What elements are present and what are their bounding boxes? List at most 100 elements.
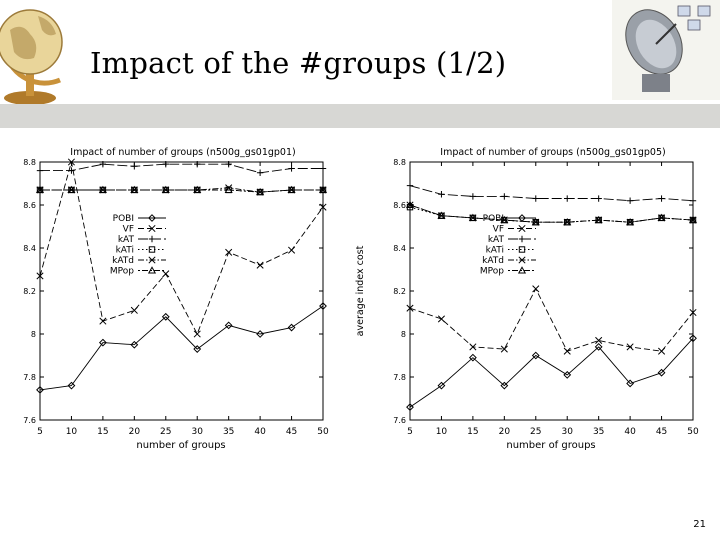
data-point-kat [564,195,571,202]
x-tick-label: 20 [499,427,511,437]
data-point-vf [469,343,477,351]
slide-title: Impact of the #groups (1/2) [90,46,507,80]
data-point-kat [689,197,697,204]
data-point-kat [162,160,169,168]
legend-marker-pobi [518,214,526,222]
data-point-vf [193,330,201,338]
globe-icon [0,9,63,105]
data-point-pobi [563,370,572,379]
data-point-pobi [161,312,170,321]
x-tick-label: 50 [317,427,329,437]
series-vf [406,285,697,355]
data-point-vf [500,345,508,353]
series-line-vf [409,287,694,352]
legend-label: VF [123,225,134,235]
chart-1-x-axis-label: number of groups [136,440,225,451]
x-tick-label: 40 [254,427,266,437]
series-pobi [36,302,327,394]
data-point-mpop [35,185,45,194]
series-mpop [405,200,698,226]
data-point-pobi [130,340,139,349]
legend-label: POBI [113,214,134,224]
data-point-mpop [468,213,477,221]
y-tick-label: 8.8 [23,158,36,167]
data-point-pobi [193,345,202,353]
data-point-pobi [626,379,635,388]
series-vf [36,158,327,338]
chart-area: Impact of number of groups (n500g_gs01gp… [13,140,703,455]
data-point-mpop [500,215,509,224]
x-tick-label: 20 [129,427,141,437]
data-point-kat [99,160,107,168]
series-line-mpop [40,189,323,193]
data-point-pobi [594,342,603,351]
data-point-kat [319,165,327,172]
divider-band [0,104,720,128]
data-point-vf [162,270,170,278]
x-tick-label: 25 [530,427,541,437]
series-line-katd [409,204,694,223]
series-line-vf [39,161,324,336]
x-tick-label: 15 [97,427,108,437]
data-point-mpop [657,213,666,221]
data-point-pobi [319,302,327,310]
y-tick-label: 7.8 [23,373,36,382]
y-tick-label: 7.6 [23,416,36,425]
y-tick-label: 8.2 [393,287,406,296]
series-line-kat [409,185,694,202]
chart-2-title: Impact of number of groups (n500g_gs01gp… [440,147,665,158]
data-point-kat [626,197,634,204]
data-point-vf [532,285,540,293]
series-line-kati [409,206,694,223]
x-tick-label: 50 [687,427,699,437]
data-point-kat [501,193,508,200]
legend-label: MPop [110,267,134,277]
legend-marker-katd [148,256,156,264]
x-tick-label: 40 [624,427,636,437]
data-point-vf [36,272,44,280]
data-point-pobi [67,381,76,390]
data-point-kat [288,165,295,172]
data-point-vf [406,304,414,312]
data-point-mpop [688,215,698,224]
legend-label: kATd [482,256,504,266]
chart-2-x-axis-label: number of groups [506,440,595,451]
x-tick-label: 35 [593,427,604,437]
chart-2-y-axis-label: average index cost [355,245,366,336]
x-tick-label: 45 [286,427,297,437]
legend-marker-vf [148,224,156,233]
data-point-mpop [626,217,635,226]
data-point-kat [595,195,602,202]
chart-2: Impact of number of groups (n500g_gs01gp… [355,147,699,451]
legend-marker-kat [518,235,526,243]
x-tick-label: 30 [561,427,573,437]
data-point-pobi [98,338,107,347]
data-point-vf [563,347,571,355]
legend-marker-mpop [517,266,527,274]
data-point-pobi [468,353,477,362]
y-tick-label: 7.8 [393,373,406,382]
x-tick-label: 5 [407,427,413,437]
legend-label: kAT [118,235,135,245]
data-point-mpop [318,185,328,194]
data-point-vf [319,203,327,211]
data-point-pobi [224,321,233,330]
data-point-pobi [500,381,509,390]
legend-marker-vf [518,224,526,233]
data-point-mpop [563,217,572,226]
x-tick-label: 15 [467,427,478,437]
data-point-kat [658,195,665,202]
data-point-kat [131,163,138,170]
series-line-kat [40,163,323,174]
data-point-mpop [130,185,139,194]
chart-2-x-ticks: 5 10 15 20 25 30 35 40 45 50 [407,162,699,437]
legend-label: kATi [486,246,504,256]
data-point-pobi [531,351,540,360]
series-pobi [406,334,697,412]
y-tick-label: 8.6 [23,201,36,210]
series-kat [406,182,697,204]
data-point-vf [626,343,634,351]
legend-label: MPop [480,267,504,277]
y-tick-label: 8.6 [393,201,406,210]
